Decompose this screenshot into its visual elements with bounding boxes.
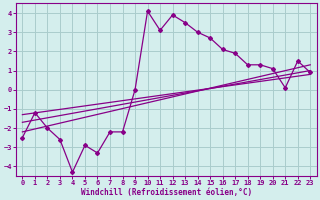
X-axis label: Windchill (Refroidissement éolien,°C): Windchill (Refroidissement éolien,°C)	[81, 188, 252, 197]
